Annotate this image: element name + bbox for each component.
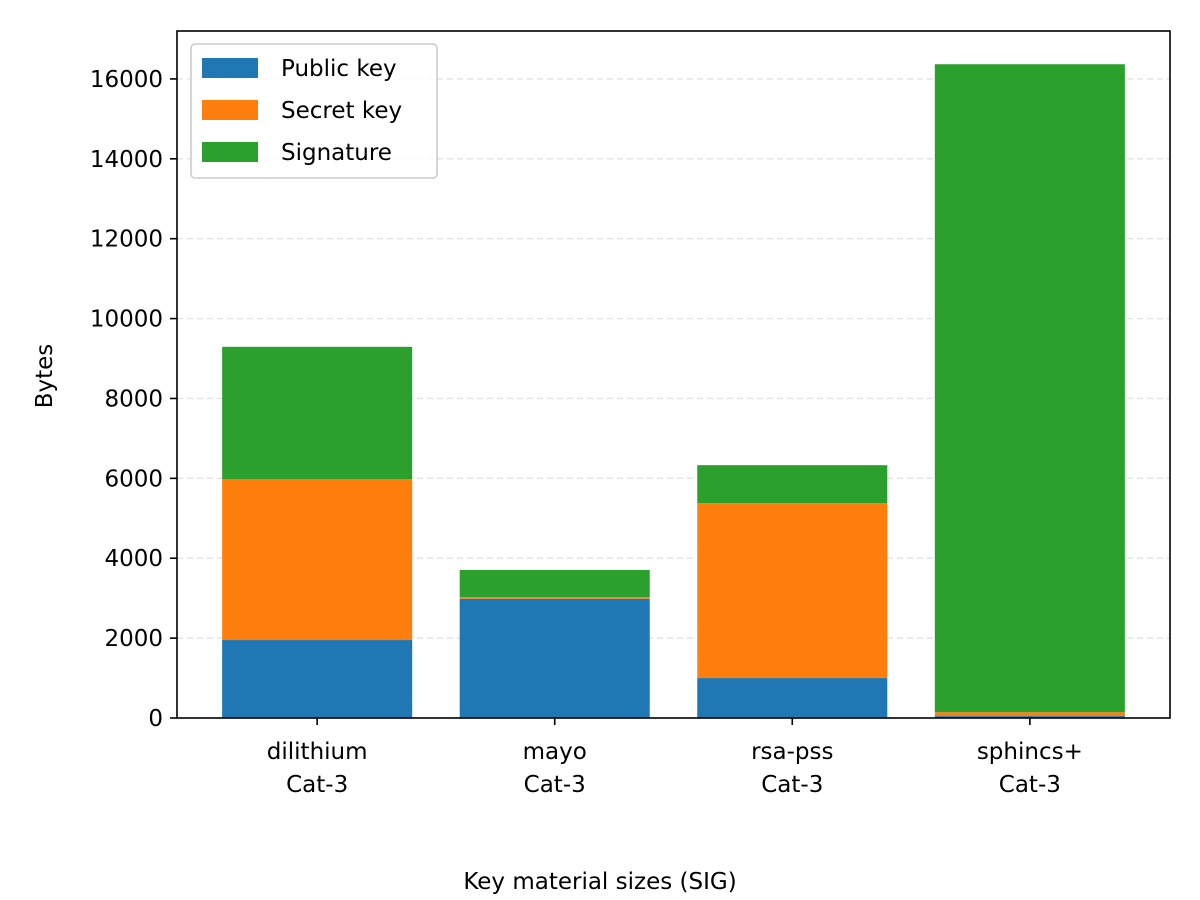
x-tick-label-line: Cat-3 <box>286 772 348 798</box>
bar-secret-key-sphincs- <box>934 712 1125 717</box>
y-tick-label: 12000 <box>90 227 163 253</box>
bar-signature-sphincs- <box>934 64 1125 713</box>
x-axis-label: Key material sizes (SIG) <box>463 869 736 895</box>
bar-secret-key-dilithium <box>222 478 413 641</box>
y-tick-label: 0 <box>148 706 163 732</box>
legend-swatch <box>202 58 258 78</box>
x-tick-label: dilithium Cat-3 <box>267 739 368 798</box>
bar-signature-mayo <box>459 569 650 598</box>
bar-secret-key-mayo <box>459 597 650 599</box>
y-tick-label: 16000 <box>90 67 163 93</box>
plot-frame <box>176 30 1171 719</box>
x-tick-label-line: Cat-3 <box>761 772 823 798</box>
x-tick-label-line: rsa-pss <box>751 739 833 765</box>
bars <box>222 64 1125 718</box>
x-tick-label: rsa-pss Cat-3 <box>751 739 833 798</box>
bar-public-key-mayo <box>459 598 650 718</box>
bar-signature-dilithium <box>222 346 413 479</box>
legend-swatch <box>202 100 258 120</box>
y-tick-label: 2000 <box>104 626 163 652</box>
x-tick-label-line: dilithium <box>267 739 368 765</box>
bar-secret-key-rsa-pss <box>697 503 888 679</box>
bar-public-key-sphincs- <box>934 716 1125 718</box>
bar-signature-rsa-pss <box>697 465 888 504</box>
y-tick-label: 10000 <box>90 307 163 333</box>
y-tick-label: 4000 <box>104 546 163 572</box>
y-tick-label: 14000 <box>90 147 163 173</box>
legend: Public key Secret key Signature <box>190 43 438 179</box>
x-tick-label: sphincs+ Cat-3 <box>977 739 1083 798</box>
y-tick-label: 6000 <box>104 466 163 492</box>
y-axis-label: Bytes <box>32 344 58 409</box>
x-tick-label: mayo Cat-3 <box>523 739 587 798</box>
x-tick-label-line: Cat-3 <box>524 772 586 798</box>
y-tick-label: 8000 <box>104 386 163 412</box>
legend-swatch <box>202 142 258 162</box>
y-axis: 0 2000 4000 6000 8000 10000 12000 14000 16000 <box>90 67 177 732</box>
legend-label: Public key <box>281 56 397 82</box>
x-tick-label-line: Cat-3 <box>999 772 1061 798</box>
bar-public-key-rsa-pss <box>697 678 888 718</box>
bar-public-key-dilithium <box>222 640 413 718</box>
x-tick-label-line: mayo <box>523 739 587 765</box>
legend-label: Secret key <box>281 98 402 124</box>
legend-label: Signature <box>281 140 392 166</box>
x-tick-label-line: sphincs+ <box>977 739 1083 765</box>
